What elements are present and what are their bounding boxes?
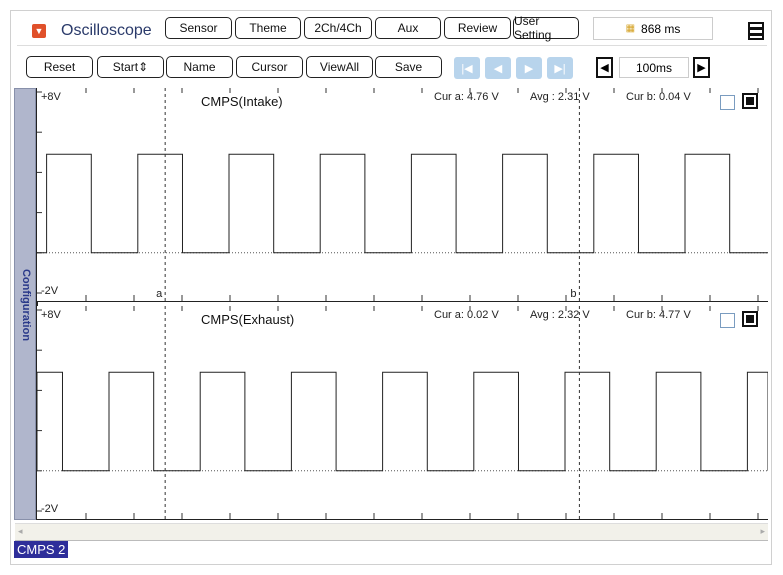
- y-max-label: +8V: [41, 309, 61, 321]
- theme-button[interactable]: Theme: [235, 17, 301, 39]
- waveform-trace: [37, 371, 768, 472]
- next-page-button[interactable]: ▶: [516, 57, 542, 79]
- y-min-label: -2V: [41, 285, 59, 297]
- timebase-value: 100ms: [619, 57, 689, 78]
- cursor-a-marker: a: [156, 288, 163, 300]
- horizontal-scrollbar[interactable]: ◂ ▸: [15, 523, 768, 541]
- waveform-svg: [37, 306, 768, 519]
- timebase-increase-button[interactable]: ▶: [693, 57, 710, 78]
- channel-status-badge: CMPS 2: [14, 541, 69, 558]
- menu-dropdown-icon[interactable]: ▼: [32, 24, 46, 38]
- scroll-left-icon[interactable]: ◂: [18, 526, 23, 536]
- first-page-button[interactable]: |◀: [454, 57, 480, 79]
- y-max-label: +8V: [41, 91, 61, 103]
- waveform-svg: [37, 88, 768, 301]
- channel-color-button[interactable]: [742, 311, 758, 327]
- app-title: Oscilloscope: [61, 22, 152, 39]
- reset-button[interactable]: Reset: [26, 56, 93, 78]
- save-button[interactable]: Save: [375, 56, 442, 78]
- channel-visible-checkbox[interactable]: [720, 95, 735, 110]
- channel-title: CMPS(Intake): [201, 94, 283, 109]
- channel-plot-2[interactable]: +8V -2V CMPS(Exhaust) Cur a: 0.02 V Avg : 2.…: [37, 306, 768, 520]
- prev-page-button[interactable]: ◀: [485, 57, 511, 79]
- layout-menu-icon[interactable]: [748, 22, 764, 40]
- cursor-b-value: Cur b: 0.04 V: [626, 91, 691, 103]
- aux-button[interactable]: Aux: [375, 17, 441, 39]
- viewall-button[interactable]: ViewAll: [306, 56, 373, 78]
- configuration-sidebar[interactable]: Configuration: [14, 88, 36, 520]
- name-button[interactable]: Name: [166, 56, 233, 78]
- channel-plot-1[interactable]: +8V -2V CMPS(Intake) Cur a: 4.76 V Avg : 2.3…: [37, 88, 768, 302]
- cursor-b-value: Cur b: 4.77 V: [626, 309, 691, 321]
- last-page-button[interactable]: ▶|: [547, 57, 573, 79]
- sidebar-label: Configuration: [20, 268, 32, 342]
- review-button[interactable]: Review: [444, 17, 511, 39]
- user-setting-button[interactable]: User Setting: [513, 14, 579, 42]
- sensor-button[interactable]: Sensor: [165, 17, 232, 39]
- updown-icon: ⇕: [138, 60, 149, 74]
- 2ch-4ch-button[interactable]: 2Ch/4Ch: [304, 17, 372, 39]
- cursor-a-value: Cur a: 0.02 V: [434, 309, 499, 321]
- plot-left-border: [36, 88, 38, 520]
- time-display: ▦ 868 ms: [593, 17, 713, 40]
- waveform-trace: [37, 153, 768, 254]
- average-value: Avg : 2.32 V: [530, 309, 590, 321]
- channel-title: CMPS(Exhaust): [201, 312, 295, 327]
- cursor-button[interactable]: Cursor: [236, 56, 303, 78]
- cursor-a-value: Cur a: 4.76 V: [434, 91, 499, 103]
- channel-color-button[interactable]: [742, 93, 758, 109]
- toolbar-divider: [17, 45, 767, 46]
- y-min-label: -2V: [41, 503, 59, 515]
- channel-visible-checkbox[interactable]: [720, 313, 735, 328]
- cursor-b-marker: b: [570, 288, 577, 300]
- timebase-decrease-button[interactable]: ◀: [596, 57, 613, 78]
- battery-icon: ▦: [625, 23, 636, 34]
- scroll-right-icon[interactable]: ▸: [760, 526, 765, 536]
- start-button[interactable]: Start ⇕: [97, 56, 164, 78]
- average-value: Avg : 2.31 V: [530, 91, 590, 103]
